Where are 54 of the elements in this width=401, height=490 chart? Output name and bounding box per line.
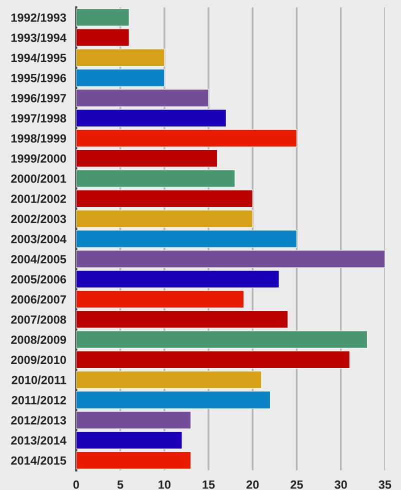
- x-tick-label: 30: [334, 480, 347, 489]
- x-tick-label: 20: [246, 480, 259, 489]
- y-tick-label: 1997/1998: [11, 114, 66, 123]
- y-tick-label: 1998/1999: [11, 134, 66, 143]
- y-tick-label: 2010/2011: [12, 376, 66, 384]
- y-tick-label: 2005/2006: [11, 274, 66, 284]
- bar: [76, 330, 368, 348]
- bar: [76, 270, 280, 288]
- bar: [76, 8, 130, 26]
- bar: [76, 170, 236, 188]
- y-tick-label: 1992/1993: [11, 13, 66, 22]
- bar: [76, 370, 262, 389]
- y-tick-label: 2002/2003: [11, 214, 66, 224]
- bar: [76, 350, 350, 369]
- y-tick-label: 2008/2009: [11, 335, 66, 344]
- bar: [76, 310, 288, 328]
- x-tick-label: 10: [158, 480, 170, 489]
- x-tick-label: 25: [290, 480, 303, 489]
- y-tick-label: 2009/2010: [11, 355, 66, 364]
- y-tick-label: 1996/1997: [11, 94, 66, 102]
- bar: [76, 411, 192, 430]
- y-tick-label: 2013/2014: [11, 436, 66, 445]
- x-tick-label: 0: [73, 480, 79, 489]
- y-tick-label: 1995/1996: [11, 74, 66, 82]
- y-tick-label: 2001/2002: [11, 194, 66, 204]
- bar: [76, 190, 253, 208]
- y-tick-label: 1993/1994: [11, 33, 66, 42]
- y-tick-label: 2014/2015: [11, 456, 66, 465]
- bar: [76, 290, 244, 308]
- bar: [76, 391, 271, 409]
- y-tick-label: 1999/2000: [11, 154, 66, 163]
- y-tick-label: 2012/2013: [11, 416, 66, 425]
- x-tick-label: 15: [202, 480, 215, 489]
- x-tick-label: 5: [117, 480, 124, 489]
- bar: [76, 210, 253, 228]
- bar: [76, 149, 218, 168]
- bar: [76, 431, 182, 450]
- bar: [76, 109, 226, 128]
- bar: [76, 48, 165, 67]
- y-tick-label: 2007/2008: [11, 315, 66, 324]
- bar: [76, 250, 385, 268]
- y-tick-label: 2003/2004: [11, 234, 66, 244]
- y-tick-label: 1994/1995: [11, 53, 66, 62]
- bar: [76, 89, 209, 107]
- bar: [76, 68, 165, 87]
- y-tick-label: 2006/2007: [11, 294, 66, 304]
- bar: [76, 129, 298, 148]
- bar: [76, 28, 130, 46]
- y-tick-label: 2011/2012: [12, 396, 66, 404]
- x-tick-label: 35: [378, 480, 392, 489]
- y-tick-label: 2004/2005: [11, 254, 66, 264]
- y-tick-label: 2000/2001: [11, 174, 66, 183]
- bar: [76, 230, 298, 248]
- bar: [76, 451, 192, 470]
